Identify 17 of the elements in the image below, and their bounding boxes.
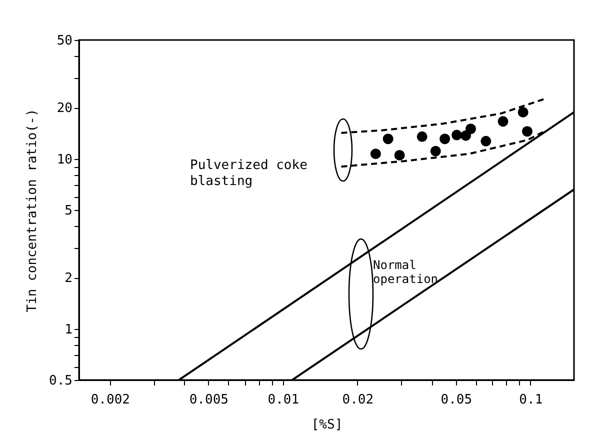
x-tick-label: 0.1: [519, 392, 543, 408]
x-tick-label: 0.05: [440, 392, 472, 408]
y-tick-label: 0.5: [49, 374, 72, 388]
x-axis-title: [%S]: [311, 418, 343, 432]
x-tick-label: 0.01: [268, 392, 300, 408]
annotation: Normal operation: [373, 258, 438, 286]
y-tick-label: 2: [64, 271, 72, 286]
annotation: Pulverized coke blasting: [190, 158, 308, 189]
y-tick-label: 20: [56, 101, 72, 116]
y-tick-label: 50: [56, 34, 72, 48]
x-tick-label: 0.005: [189, 392, 228, 408]
x-tick-label: 0.002: [90, 392, 130, 408]
y-axis-title: Tin concentration ratio(-): [25, 108, 40, 312]
y-tick-label: 1: [64, 322, 72, 338]
y-tick-label: 10: [56, 152, 72, 168]
x-tick-label: 0.02: [342, 392, 374, 408]
y-tick-label: 5: [64, 204, 72, 218]
